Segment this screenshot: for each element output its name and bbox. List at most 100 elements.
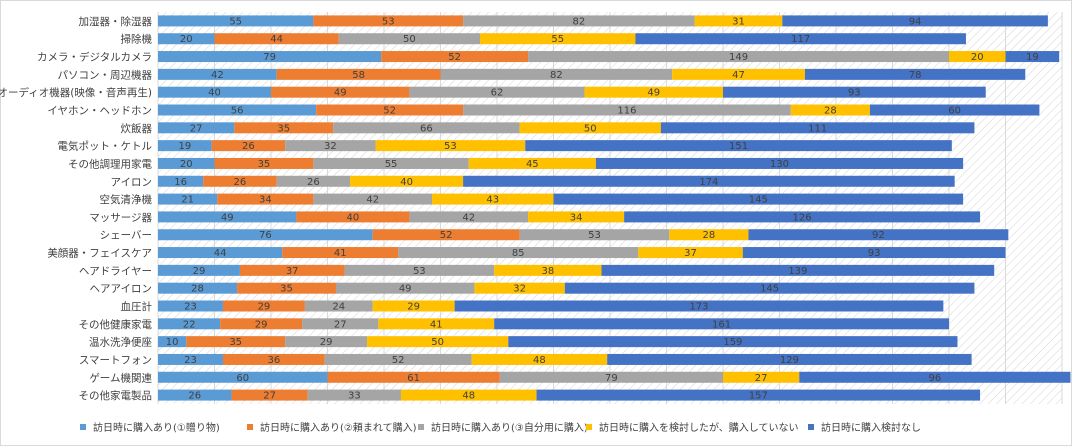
- bar-segment: [463, 175, 955, 187]
- bar-segment: [949, 51, 1006, 63]
- bar-segment: [203, 175, 277, 187]
- bar-segment: [158, 15, 314, 27]
- data-label: 48: [533, 355, 546, 366]
- data-label: 41: [334, 248, 347, 259]
- data-label: 49: [221, 212, 234, 223]
- data-label: 85: [512, 248, 525, 259]
- bar-segment: [804, 68, 1026, 80]
- data-label: 53: [444, 141, 457, 152]
- bar-segment: [782, 15, 1048, 27]
- data-label: 94: [909, 16, 922, 27]
- data-label: 50: [584, 123, 597, 134]
- bar-segment: [158, 68, 277, 80]
- data-label: 78: [909, 70, 922, 81]
- bar-segment: [372, 300, 455, 312]
- data-label: 42: [462, 212, 475, 223]
- category-label: ヘアドライヤー: [79, 265, 152, 277]
- bar-segment: [158, 229, 373, 241]
- legend-label: 訪日時に購入あり(②頼まれて購入): [260, 421, 417, 434]
- bar-segment: [158, 157, 215, 169]
- data-label: 45: [526, 159, 539, 170]
- bars: 55 53 82 31 94 20 44 50 55 117 79 52 149 20 19 42 58 82 47…: [158, 15, 1071, 402]
- bar-segment: [350, 175, 464, 187]
- bar-segment: [231, 389, 308, 401]
- data-label: 76: [259, 230, 272, 241]
- data-label: 55: [551, 34, 564, 45]
- bar-segment: [158, 51, 382, 63]
- bar-segment: [799, 371, 1071, 383]
- category-label: シェーバー: [100, 230, 152, 242]
- category-label: 炊飯器: [121, 122, 153, 135]
- data-label: 48: [462, 391, 475, 402]
- data-label: 49: [334, 88, 347, 99]
- data-label: 19: [178, 141, 191, 152]
- data-label: 37: [684, 248, 697, 259]
- bar-segment: [158, 211, 297, 223]
- data-label: 37: [286, 266, 299, 277]
- bar-segment: [217, 193, 314, 205]
- data-label: 53: [588, 230, 601, 241]
- bar-segment: [313, 157, 469, 169]
- category-label: パソコン・周辺機器: [58, 68, 153, 81]
- data-label: 55: [229, 16, 242, 27]
- bar-segment: [454, 300, 944, 312]
- bar-segment: [508, 336, 958, 348]
- category-label: ゲーム機関連: [89, 371, 152, 384]
- bar-segment: [158, 140, 212, 152]
- data-label: 29: [320, 337, 333, 348]
- bar-segment: [471, 353, 608, 365]
- data-label: 32: [324, 141, 337, 152]
- data-label: 52: [440, 230, 453, 241]
- legend: 訪日時に購入あり(①贈り物) 訪日時に購入あり(②頼まれて購入) 訪日時に購入あり(…: [80, 421, 921, 434]
- data-label: 79: [605, 373, 618, 384]
- bar-segment: [378, 318, 495, 330]
- data-label: 26: [188, 391, 201, 402]
- bar-segment: [220, 318, 303, 330]
- bar-segment: [463, 104, 791, 116]
- category-label: 温水洗浄便座: [89, 336, 152, 349]
- data-label: 22: [183, 319, 196, 330]
- data-label: 44: [214, 248, 227, 259]
- data-label: 58: [352, 70, 365, 81]
- data-label: 34: [259, 195, 272, 206]
- data-label: 10: [166, 337, 179, 348]
- bar-segment: [158, 193, 218, 205]
- data-label: 27: [755, 373, 768, 384]
- data-label: 139: [788, 266, 807, 277]
- bar-segment: [276, 175, 351, 187]
- bar-segment: [432, 193, 554, 205]
- bar-segment: [158, 86, 271, 98]
- data-label: 27: [190, 123, 203, 134]
- data-label: 34: [570, 212, 583, 223]
- data-label: 55: [385, 159, 398, 170]
- bar-segment: [158, 353, 223, 365]
- bar-segment: [158, 371, 328, 383]
- bar-segment: [313, 193, 433, 205]
- data-label: 35: [280, 284, 293, 295]
- bar-segment: [494, 318, 949, 330]
- bar-segment: [158, 318, 221, 330]
- data-label: 126: [793, 212, 812, 223]
- data-label: 33: [348, 391, 361, 402]
- category-label: 掃除機: [121, 33, 153, 46]
- bar-segment: [158, 264, 240, 276]
- bar-segment: [440, 68, 673, 80]
- bar-segment: [344, 264, 495, 276]
- data-label: 40: [208, 88, 221, 99]
- category-label: スマートフォン: [79, 354, 152, 366]
- bar-segment: [463, 15, 695, 27]
- data-label: 20: [971, 52, 984, 63]
- legend-label: 訪日時に購入を検討したが、購入していない: [599, 421, 799, 434]
- data-label: 50: [431, 337, 444, 348]
- bar-segment: [307, 389, 401, 401]
- bar-segment: [1005, 51, 1060, 63]
- bar-segment: [302, 318, 379, 330]
- bar-segment: [519, 122, 661, 134]
- bar-segment: [525, 140, 952, 152]
- data-label: 52: [383, 106, 396, 117]
- bar-segment: [214, 157, 314, 169]
- bar-segment: [158, 300, 223, 312]
- data-label: 29: [255, 319, 268, 330]
- legend-label: 訪日時に購入検討なし: [821, 421, 921, 434]
- bar-segment: [672, 68, 805, 80]
